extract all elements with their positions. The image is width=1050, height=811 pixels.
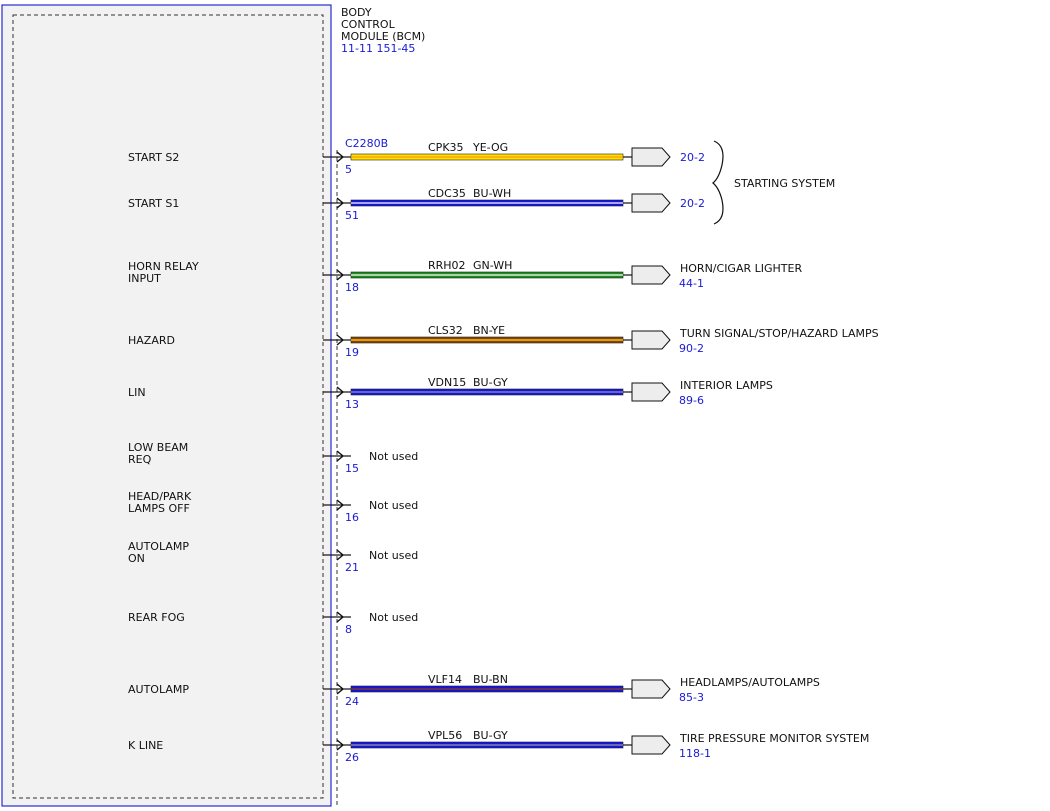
destination-ref[interactable]: 44-1 (679, 277, 704, 290)
starting-system-label: STARTING SYSTEM (734, 177, 835, 190)
wire-color-code: BU-GY (473, 729, 508, 742)
connector-label: C2280B (345, 137, 388, 150)
pin-row: START S1 51 CDC35 BU-WH 20-2 (128, 187, 705, 222)
circuit-id: CLS32 (428, 324, 463, 337)
pin-number: 16 (345, 511, 359, 524)
module-title-line-3: MODULE (BCM) (341, 30, 425, 43)
wire-color-code: YE-OG (472, 141, 508, 154)
pin-function-label: LOW BEAM (128, 441, 188, 454)
pin-number: 26 (345, 751, 359, 764)
pin-function-label: REQ (128, 453, 152, 466)
circuit-id: CPK35 (428, 141, 464, 154)
module-title-line-1: BODY (341, 6, 372, 19)
pin-number: 24 (345, 695, 359, 708)
pin-function-label: HEAD/PARK (128, 490, 192, 503)
wire-color-code: GN-WH (473, 259, 512, 272)
destination-label: HORN/CIGAR LIGHTER (680, 262, 802, 275)
connector-flag (631, 147, 671, 167)
pin-row: AUTOLAMP 24 VLF14 BU-BN HEADLAMPS/AUTOLAMPS 8… (128, 673, 820, 708)
connector-flag (631, 735, 671, 755)
wire-color-code: BU-GY (473, 376, 508, 389)
pin-row: LIN 13 VDN15 BU-GY INTERIOR LAMPS 89-6 (128, 376, 773, 411)
pin-function-label: HAZARD (128, 334, 175, 347)
destination-ref[interactable]: 89-6 (679, 394, 704, 407)
not-used-label: Not used (369, 611, 418, 624)
destination-label: HEADLAMPS/AUTOLAMPS (680, 676, 820, 689)
pin-function-label: AUTOLAMP (128, 540, 189, 553)
destination-ref[interactable]: 118-1 (679, 747, 711, 760)
module-refs[interactable]: 11-11 151-45 (341, 42, 415, 55)
pin-function-label: REAR FOG (128, 611, 185, 624)
not-used-label: Not used (369, 549, 418, 562)
bcm-module-box (1, 4, 332, 807)
destination-ref[interactable]: 20-2 (680, 197, 705, 210)
bcm-module-inner-dashed (12, 14, 324, 799)
pin-row: START S2 5 CPK35 YE-OG 20-2 (128, 141, 705, 176)
circuit-id: CDC35 (428, 187, 466, 200)
destination-label: TURN SIGNAL/STOP/HAZARD LAMPS (679, 327, 879, 340)
connector-flag (631, 382, 671, 402)
connector-flag (631, 193, 671, 213)
pin-function-label: START S2 (128, 151, 179, 164)
connector-flag (631, 330, 671, 350)
pin-number: 51 (345, 209, 359, 222)
pin-function-label: K LINE (128, 739, 163, 752)
connector-flag (631, 679, 671, 699)
destination-ref[interactable]: 20-2 (680, 151, 705, 164)
pin-number: 5 (345, 163, 352, 176)
pin-function-label: ON (128, 552, 145, 565)
destination-label: TIRE PRESSURE MONITOR SYSTEM (679, 732, 869, 745)
destination-ref[interactable]: 90-2 (679, 342, 704, 355)
pin-function-label: START S1 (128, 197, 179, 210)
pin-row: K LINE 26 VPL56 BU-GY TIRE PRESSURE MONITOR … (128, 729, 869, 764)
pin-number: 8 (345, 623, 352, 636)
destination-ref[interactable]: 85-3 (679, 691, 704, 704)
connector-flag (631, 265, 671, 285)
module-title-line-2: CONTROL (341, 18, 396, 31)
pin-function-label: LIN (128, 386, 146, 399)
pin-function-label: LAMPS OFF (128, 502, 190, 515)
pin-row: REAR FOG 8 Not used (128, 611, 418, 636)
destination-label: INTERIOR LAMPS (680, 379, 773, 392)
pin-row: HAZARD 19 CLS32 BN-YE TURN SIGNAL/STOP/HAZAR… (128, 324, 879, 359)
starting-system-brace (712, 140, 724, 225)
circuit-id: VPL56 (428, 729, 462, 742)
pin-number: 21 (345, 561, 359, 574)
circuit-id: VLF14 (428, 673, 462, 686)
not-used-label: Not used (369, 499, 418, 512)
pin-number: 13 (345, 398, 359, 411)
wire-color-code: BU-WH (473, 187, 511, 200)
not-used-label: Not used (369, 450, 418, 463)
wire-color-code: BN-YE (473, 324, 505, 337)
pin-number: 18 (345, 281, 359, 294)
pin-function-label: HORN RELAY (128, 260, 199, 273)
pin-number: 15 (345, 462, 359, 475)
pin-number: 19 (345, 346, 359, 359)
wire-color-code: BU-BN (473, 673, 508, 686)
pin-function-label: AUTOLAMP (128, 683, 189, 696)
circuit-id: VDN15 (428, 376, 466, 389)
circuit-id: RRH02 (428, 259, 466, 272)
pin-function-label: INPUT (128, 272, 161, 285)
